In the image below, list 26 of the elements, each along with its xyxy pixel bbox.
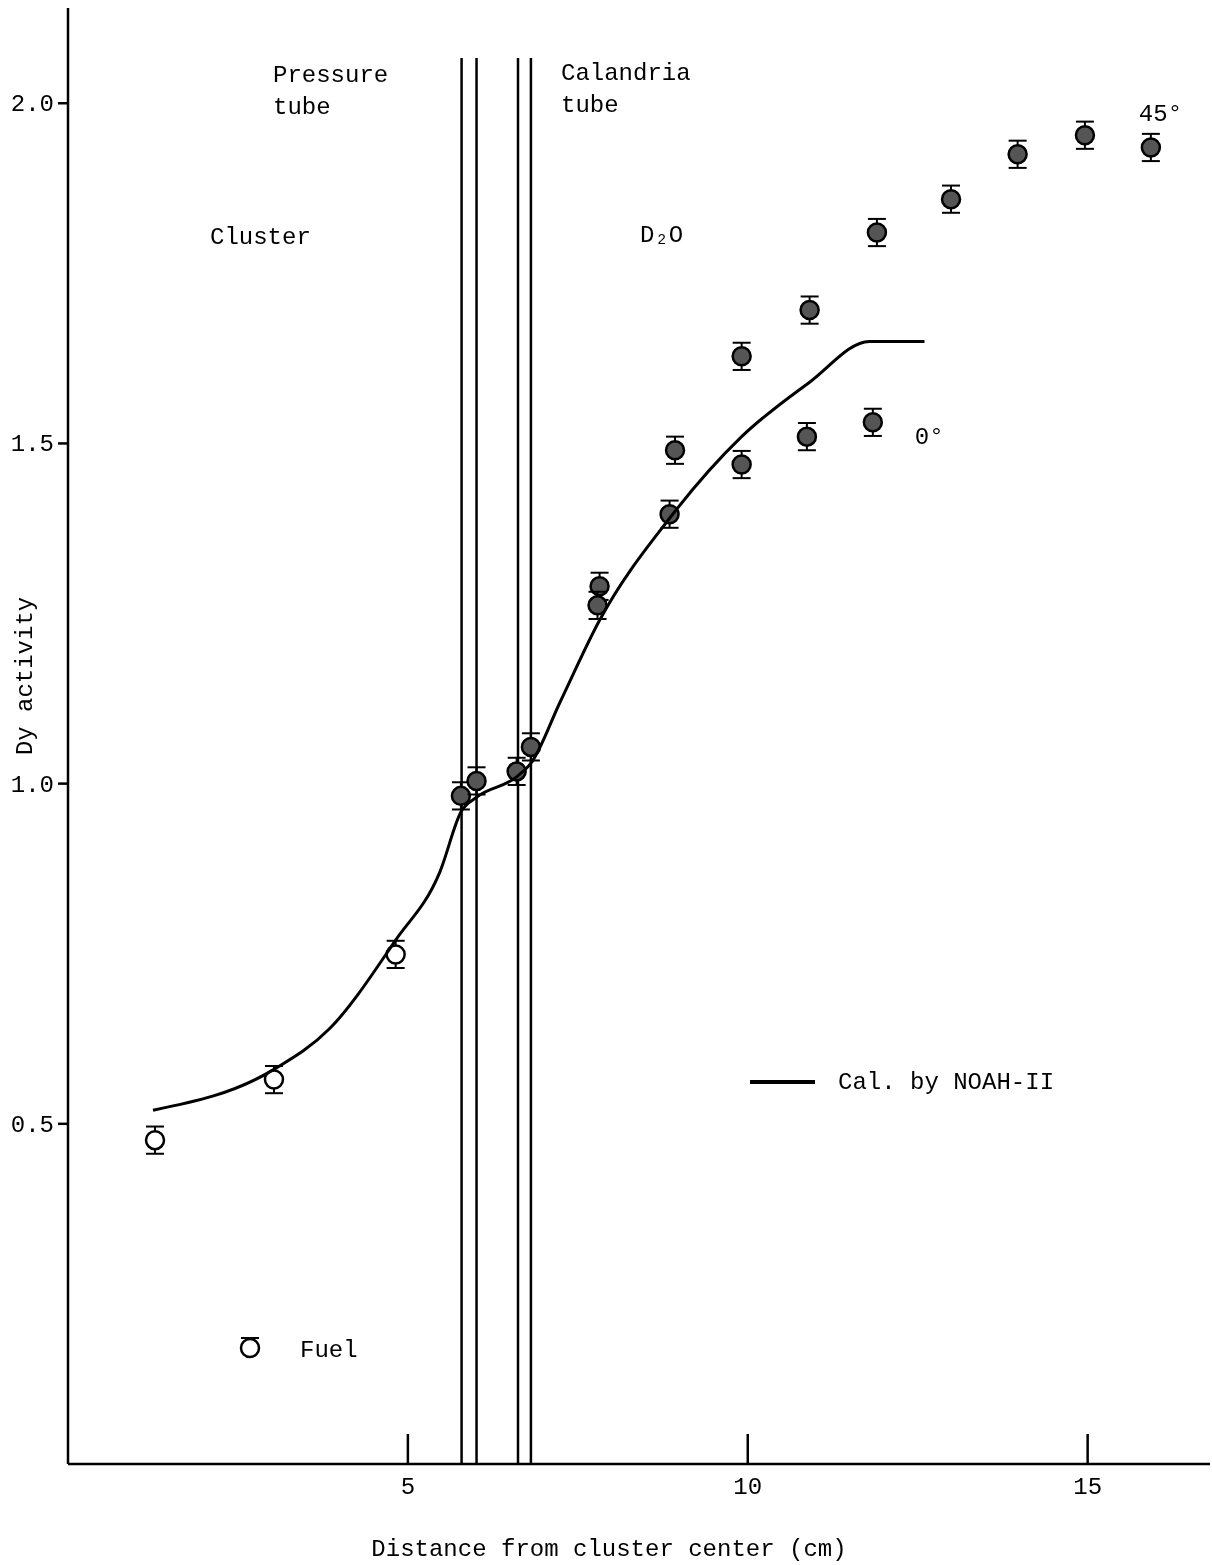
legend-label: Cal. by NOAH-II [838,1069,1055,1096]
point [731,454,752,475]
x-tick-label: 15 [1073,1474,1103,1501]
annotation: D₂O [640,222,684,249]
point [1007,144,1028,165]
point [796,426,818,447]
annotation: Pressure tube [273,62,389,121]
annotation: Calandria tube [561,60,691,119]
point [263,1069,285,1090]
point [862,412,884,433]
y-tick-label: 1.5 [10,431,54,459]
y-tick-label: 0.5 [10,1111,54,1139]
point [731,346,752,367]
x-axis-title: Distance from cluster center (cm) [371,1536,847,1563]
annotation: Cluster [210,224,311,251]
x-tick-label: 5 [400,1474,416,1501]
x-tick-label: 10 [733,1474,763,1501]
y-tick-label: 2.0 [10,91,54,119]
point [866,222,888,243]
y-axis-title: Dy activity [12,596,39,756]
legend-label: Fuel [300,1337,358,1364]
annotation: 0° [914,424,944,452]
annotation: 45° [1138,101,1183,129]
y-tick-label: 1.0 [10,771,54,799]
point [1140,137,1162,158]
point [587,595,608,616]
